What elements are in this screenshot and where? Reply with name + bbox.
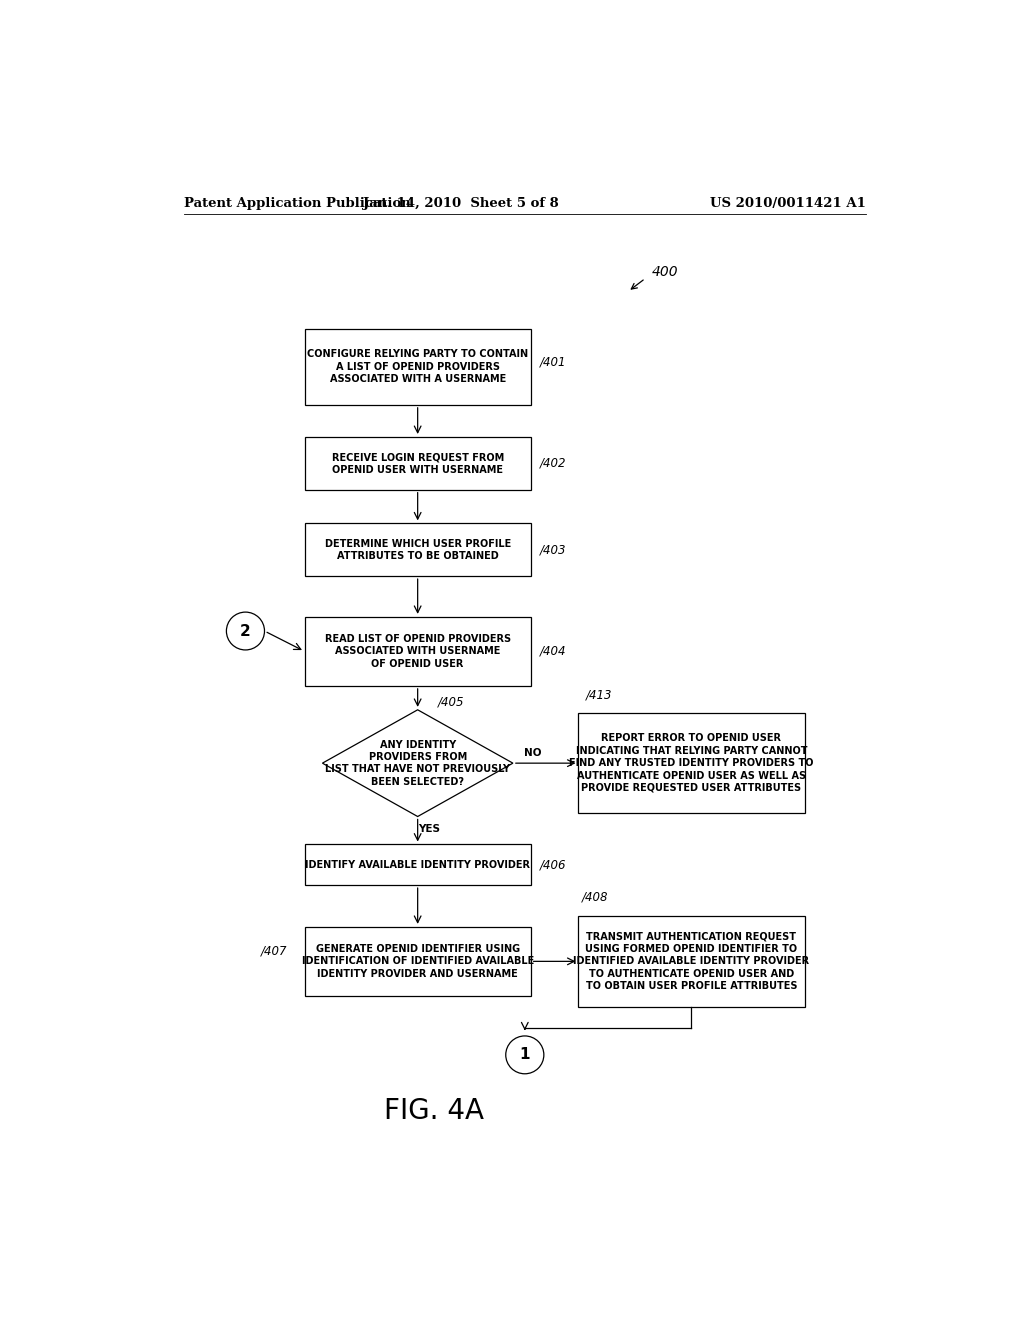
Text: /406: /406 — [541, 858, 566, 871]
Text: US 2010/0011421 A1: US 2010/0011421 A1 — [711, 197, 866, 210]
Text: REPORT ERROR TO OPENID USER
INDICATING THAT RELYING PARTY CANNOT
FIND ANY TRUSTE: REPORT ERROR TO OPENID USER INDICATING T… — [569, 734, 814, 793]
Text: Jan. 14, 2010  Sheet 5 of 8: Jan. 14, 2010 Sheet 5 of 8 — [364, 197, 559, 210]
FancyBboxPatch shape — [579, 713, 805, 813]
Text: YES: YES — [419, 824, 440, 834]
Text: NO: NO — [524, 748, 542, 758]
FancyBboxPatch shape — [304, 927, 530, 995]
Text: 1: 1 — [519, 1047, 530, 1063]
Text: /404: /404 — [541, 645, 566, 657]
Text: /405: /405 — [437, 696, 464, 708]
Text: CONFIGURE RELYING PARTY TO CONTAIN
A LIST OF OPENID PROVIDERS
ASSOCIATED WITH A : CONFIGURE RELYING PARTY TO CONTAIN A LIS… — [307, 350, 528, 384]
Text: 2: 2 — [240, 623, 251, 639]
Ellipse shape — [506, 1036, 544, 1073]
Text: /413: /413 — [587, 689, 612, 701]
Text: Patent Application Publication: Patent Application Publication — [183, 197, 411, 210]
Text: DETERMINE WHICH USER PROFILE
ATTRIBUTES TO BE OBTAINED: DETERMINE WHICH USER PROFILE ATTRIBUTES … — [325, 539, 511, 561]
Text: TRANSMIT AUTHENTICATION REQUEST
USING FORMED OPENID IDENTIFIER TO
IDENTIFIED AVA: TRANSMIT AUTHENTICATION REQUEST USING FO… — [573, 932, 810, 991]
Text: GENERATE OPENID IDENTIFIER USING
IDENTIFICATION OF IDENTIFIED AVAILABLE
IDENTITY: GENERATE OPENID IDENTIFIER USING IDENTIF… — [301, 944, 534, 978]
Text: /407: /407 — [261, 945, 288, 958]
Text: /408: /408 — [583, 891, 609, 904]
FancyBboxPatch shape — [304, 329, 530, 405]
FancyBboxPatch shape — [579, 916, 805, 1007]
Text: FIG. 4A: FIG. 4A — [384, 1097, 483, 1125]
Text: /402: /402 — [541, 457, 566, 470]
FancyBboxPatch shape — [304, 616, 530, 686]
Text: /403: /403 — [541, 544, 566, 556]
Text: IDENTIFY AVAILABLE IDENTITY PROVIDER: IDENTIFY AVAILABLE IDENTITY PROVIDER — [305, 859, 530, 870]
Text: READ LIST OF OPENID PROVIDERS
ASSOCIATED WITH USERNAME
OF OPENID USER: READ LIST OF OPENID PROVIDERS ASSOCIATED… — [325, 634, 511, 669]
Text: 400: 400 — [652, 265, 679, 280]
Ellipse shape — [226, 612, 264, 649]
Text: /401: /401 — [541, 355, 566, 368]
FancyBboxPatch shape — [304, 523, 530, 576]
FancyBboxPatch shape — [304, 845, 530, 886]
Text: RECEIVE LOGIN REQUEST FROM
OPENID USER WITH USERNAME: RECEIVE LOGIN REQUEST FROM OPENID USER W… — [332, 453, 504, 474]
FancyBboxPatch shape — [304, 437, 530, 490]
Polygon shape — [323, 710, 513, 817]
Text: ANY IDENTITY
PROVIDERS FROM
LIST THAT HAVE NOT PREVIOUSLY
BEEN SELECTED?: ANY IDENTITY PROVIDERS FROM LIST THAT HA… — [326, 739, 510, 787]
